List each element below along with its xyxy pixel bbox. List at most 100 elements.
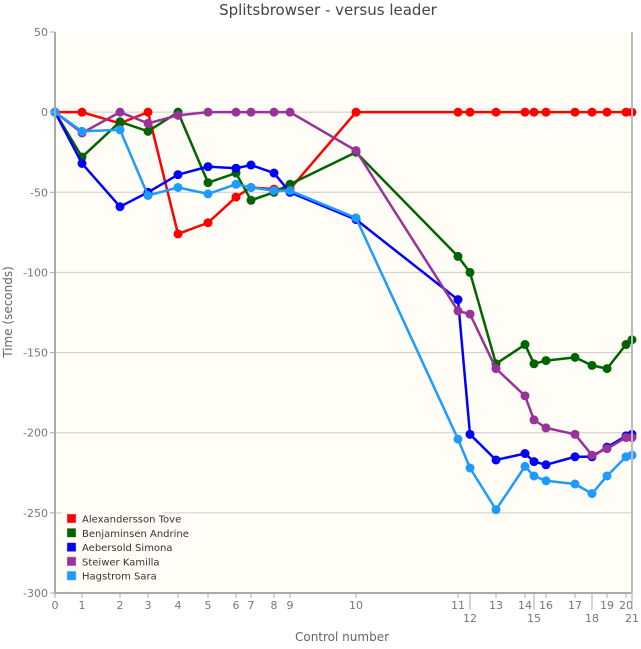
data-point (173, 182, 183, 192)
data-point (351, 213, 361, 223)
data-point (520, 449, 530, 459)
data-point (246, 107, 256, 117)
data-point (143, 118, 153, 128)
data-point (491, 455, 501, 465)
x-tick-label: 18 (585, 612, 599, 625)
x-tick-label: 2 (117, 599, 124, 612)
data-point (541, 107, 551, 117)
data-point (465, 309, 475, 319)
series-hagstrom-sara (50, 107, 637, 515)
series-line (54, 110, 632, 457)
data-point (465, 107, 475, 117)
data-point (269, 168, 279, 178)
data-point (465, 463, 475, 473)
data-point (231, 163, 241, 173)
data-point (587, 450, 597, 460)
data-point (173, 110, 183, 120)
x-tick-label: 5 (205, 599, 212, 612)
data-point (115, 202, 125, 212)
data-point (203, 162, 213, 172)
data-point (520, 391, 530, 401)
series-line (54, 111, 633, 511)
data-point (491, 107, 501, 117)
data-point (203, 178, 213, 188)
x-tick-label: 10 (349, 599, 363, 612)
y-tick-label: -150 (23, 347, 48, 360)
data-point (285, 107, 295, 117)
x-tick-label: 6 (233, 599, 240, 612)
data-point (529, 471, 539, 481)
data-point (570, 429, 580, 439)
data-point (570, 107, 580, 117)
data-point (246, 195, 256, 205)
x-tick-label: 8 (271, 599, 278, 612)
data-point (77, 158, 87, 168)
legend: Alexandersson Tove Benjaminsen Andrine Aeb… (62, 508, 189, 583)
data-point (173, 170, 183, 180)
data-point (541, 423, 551, 433)
data-point (602, 471, 612, 481)
data-point (453, 306, 463, 316)
data-point (520, 461, 530, 471)
legend-swatch (66, 570, 77, 581)
x-tick-label: 15 (527, 612, 541, 625)
data-point (269, 107, 279, 117)
data-point (453, 434, 463, 444)
legend-box (62, 508, 162, 580)
legend-label: Aebersold Simona (82, 543, 173, 554)
data-point (570, 479, 580, 489)
legend-label: Steiwer Kamilla (82, 557, 160, 568)
y-tick-label: -100 (23, 266, 48, 279)
data-point (602, 107, 612, 117)
data-point (621, 340, 631, 350)
data-point (587, 107, 597, 117)
x-tick-label: 20 (619, 599, 633, 612)
x-tick-label: 1 (79, 599, 86, 612)
data-point (529, 457, 539, 467)
legend-swatch (66, 556, 77, 567)
data-point (269, 186, 279, 196)
data-point (231, 192, 241, 202)
data-point (285, 186, 295, 196)
data-point (203, 189, 213, 199)
data-point (570, 352, 580, 362)
data-point (115, 107, 125, 117)
y-tick-label: 50 (34, 26, 48, 39)
data-point (541, 476, 551, 486)
y-axis-label: Time (seconds) (1, 266, 15, 359)
legend-label: Benjaminsen Andrine (82, 529, 189, 540)
legend-label: Alexandersson Tove (82, 515, 181, 526)
data-point (491, 505, 501, 515)
data-point (231, 179, 241, 189)
data-point (520, 340, 530, 350)
data-point (541, 460, 551, 470)
data-point (529, 359, 539, 369)
x-tick-label: 9 (287, 599, 294, 612)
data-point (246, 160, 256, 170)
data-point (602, 444, 612, 454)
data-point (246, 182, 256, 192)
chart-title: Splitsbrowser - versus leader (219, 1, 438, 19)
series-line (53, 111, 633, 467)
x-tick-label: 4 (175, 599, 182, 612)
data-point (587, 360, 597, 370)
x-tick-label: 11 (451, 599, 465, 612)
series-line (55, 110, 632, 236)
data-point (143, 126, 153, 136)
data-point (602, 364, 612, 374)
y-tick-label: -200 (23, 427, 48, 440)
x-tick-label: 13 (489, 599, 503, 612)
x-tick-label: 7 (248, 599, 255, 612)
legend-swatch (66, 542, 77, 552)
data-point (491, 364, 501, 374)
data-point (203, 107, 213, 117)
x-tick-label: 14 (518, 599, 532, 612)
legend-label: Hagstrom Sara (82, 572, 157, 583)
data-point (351, 146, 361, 156)
x-tick-label: 3 (145, 599, 152, 612)
data-point (77, 107, 87, 117)
x-tick-label: 0 (52, 599, 59, 612)
data-point (453, 107, 463, 117)
data-point (143, 107, 153, 117)
data-point (285, 179, 295, 189)
